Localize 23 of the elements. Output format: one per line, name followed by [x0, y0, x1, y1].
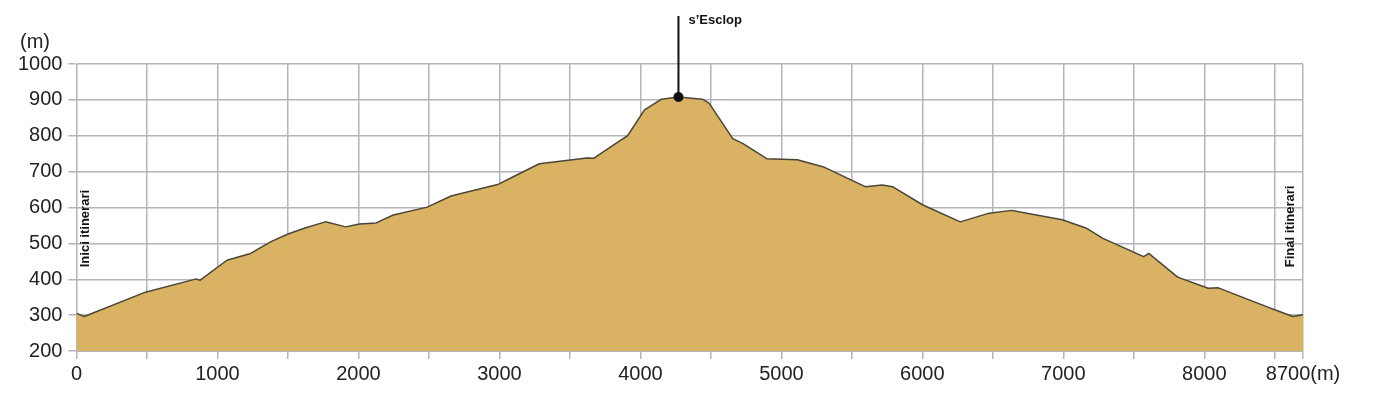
x-tick-label: 6000: [900, 361, 945, 384]
y-tick-label: 400: [29, 266, 63, 289]
x-tick-label: 8700(m): [1265, 361, 1341, 384]
y-tick-label: 1000: [17, 51, 63, 74]
y-tick-label: 700: [29, 159, 63, 182]
annotation: Final itinerari: [1282, 185, 1298, 268]
y-tick-label: 300: [29, 302, 63, 325]
x-tick-label: 8000: [1182, 361, 1227, 384]
y-tick-label: 200: [29, 338, 63, 361]
y-tick-label: 900: [29, 87, 63, 110]
annotation: s’Esclop: [688, 12, 742, 28]
y-tick-label: 600: [29, 195, 63, 218]
y-tick-label: 500: [29, 230, 63, 253]
y-axis-title: (m): [20, 29, 50, 52]
x-tick-label: 7000: [1041, 361, 1086, 384]
x-tick-label: 4000: [618, 361, 663, 384]
y-tick-label: 800: [29, 123, 63, 146]
x-tick-label: 0: [70, 361, 83, 384]
x-tick-label: 1000: [195, 361, 240, 384]
x-tick-label: 5000: [759, 361, 804, 384]
x-tick-label: 2000: [336, 361, 381, 384]
x-tick-label: 3000: [477, 361, 522, 384]
annotation: Inici itinerari: [76, 189, 92, 268]
